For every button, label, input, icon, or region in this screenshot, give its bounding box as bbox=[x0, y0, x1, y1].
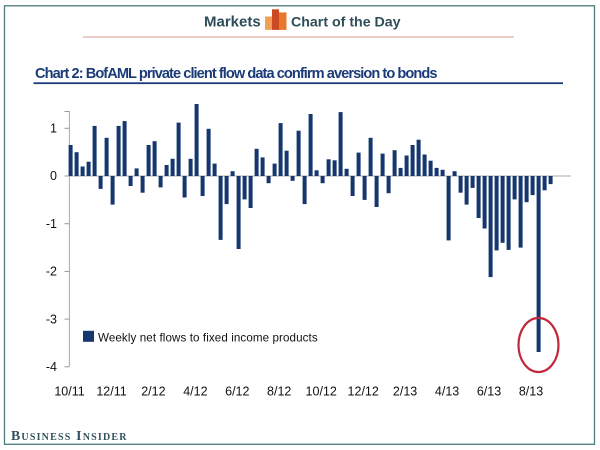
svg-text:6/13: 6/13 bbox=[477, 385, 501, 399]
svg-text:Weekly net flows to fixed inco: Weekly net flows to fixed income product… bbox=[98, 332, 318, 345]
svg-text:10/12: 10/12 bbox=[306, 385, 337, 399]
svg-text:8/13: 8/13 bbox=[519, 385, 543, 399]
svg-text:-4: -4 bbox=[46, 360, 57, 374]
svg-text:4/12: 4/12 bbox=[183, 385, 207, 399]
svg-text:-1: -1 bbox=[46, 217, 57, 231]
svg-text:4/13: 4/13 bbox=[435, 385, 459, 399]
svg-text:10/11: 10/11 bbox=[54, 385, 84, 399]
svg-text:2/12: 2/12 bbox=[141, 385, 165, 399]
svg-text:12/12: 12/12 bbox=[348, 385, 379, 399]
svg-text:8/12: 8/12 bbox=[267, 385, 291, 399]
svg-text:-2: -2 bbox=[46, 265, 57, 279]
svg-text:-3: -3 bbox=[46, 312, 57, 326]
svg-text:6/12: 6/12 bbox=[225, 385, 249, 399]
svg-text:Markets: Markets bbox=[204, 14, 261, 31]
svg-text:Business Insider: Business Insider bbox=[11, 428, 128, 443]
svg-text:1: 1 bbox=[50, 122, 57, 136]
svg-text:2/13: 2/13 bbox=[393, 385, 417, 399]
svg-text:12/11: 12/11 bbox=[96, 385, 126, 399]
svg-text:Chart 2: BofAML private client: Chart 2: BofAML private client flow data… bbox=[35, 66, 437, 82]
svg-text:Chart of the Day: Chart of the Day bbox=[291, 14, 401, 30]
svg-text:0: 0 bbox=[50, 169, 57, 183]
